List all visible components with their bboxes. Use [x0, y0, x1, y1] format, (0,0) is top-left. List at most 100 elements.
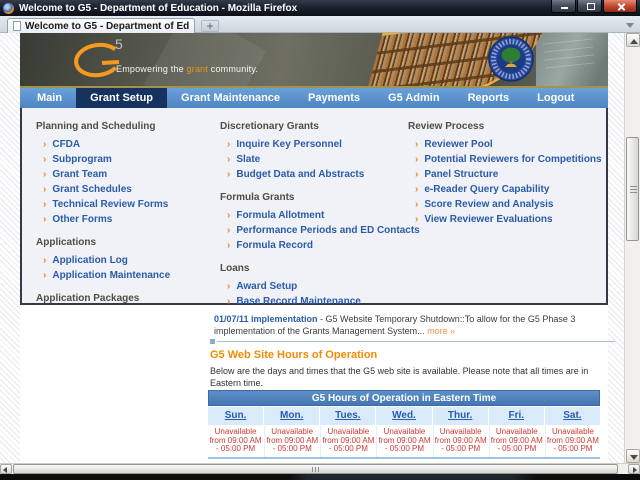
- chevron-bullet-icon: ›: [227, 139, 231, 150]
- day-link-sun[interactable]: Sun.: [208, 407, 264, 425]
- scroll-left-button[interactable]: [0, 464, 12, 474]
- menu-link-label: Score Review and Analysis: [424, 199, 554, 210]
- menu-heading: Review Process: [408, 121, 485, 132]
- chevron-bullet-icon: ›: [227, 169, 231, 180]
- hours-cell-sat: Unavailable from 09:00 AM - 05:00 PM: [544, 426, 600, 457]
- menu-link-label: View Reviewer Evaluations: [424, 214, 553, 225]
- menu-link-other-forms[interactable]: › Other Forms: [43, 213, 214, 226]
- menu-link-performance-periods[interactable]: › Performance Periods and ED Contacts: [227, 224, 420, 237]
- desktop-edge: [0, 474, 640, 480]
- tab-title: Welcome to G5 - Department of Edu...: [25, 20, 189, 32]
- menu-link-label: Panel Structure: [424, 169, 499, 180]
- menu-link-slate[interactable]: › Slate: [227, 153, 406, 166]
- close-button[interactable]: [603, 0, 637, 13]
- hours-table-day-row: Sun. Mon. Tues. Wed. Thur. Fri. Sat.: [208, 406, 600, 425]
- menu-link-subprogram[interactable]: › Subprogram: [43, 153, 214, 166]
- day-link-mon[interactable]: Mon.: [264, 407, 320, 425]
- menu-link-base-record-maintenance[interactable]: › Base Record Maintenance: [227, 295, 406, 308]
- chevron-bullet-icon: ›: [227, 296, 231, 307]
- menu-link-grant-schedules[interactable]: › Grant Schedules: [43, 183, 214, 196]
- day-link-fri[interactable]: Fri.: [488, 407, 544, 425]
- menu-link-ereader-query[interactable]: › e-Reader Query Capability: [415, 183, 600, 196]
- tagline-pre: Empowering the: [116, 64, 187, 74]
- menu-link-label: Application Maintenance: [52, 270, 171, 281]
- chevron-bullet-icon: ›: [43, 139, 47, 150]
- chevron-bullet-icon: ›: [43, 270, 47, 281]
- scroll-up-button[interactable]: [626, 33, 640, 47]
- menu-link-label: Other Forms: [52, 214, 113, 225]
- announcement-text: G5 Website Temporary Shutdown::To allow …: [214, 314, 576, 336]
- chevron-bullet-icon: ›: [415, 139, 419, 150]
- window-title: Welcome to G5 - Department of Education …: [19, 2, 298, 14]
- menu-link-formula-allotment[interactable]: › Formula Allotment: [227, 209, 406, 222]
- menu-link-label: Performance Periods and ED Contacts: [236, 225, 420, 236]
- announcement-date-link[interactable]: 01/07/11 implementation: [214, 314, 318, 324]
- tab-list-chevron-icon[interactable]: [626, 23, 634, 28]
- menu-link-formula-record[interactable]: › Formula Record: [227, 239, 406, 252]
- chevron-bullet-icon: ›: [227, 225, 231, 236]
- chevron-bullet-icon: ›: [415, 184, 419, 195]
- chevron-bullet-icon: ›: [43, 169, 47, 180]
- menu-link-label: e-Reader Query Capability: [424, 184, 550, 195]
- nav-item-grant-setup[interactable]: Grant Setup: [76, 88, 168, 108]
- nav-item-payments[interactable]: Payments: [308, 92, 361, 104]
- menu-link-panel-structure[interactable]: › Panel Structure: [415, 168, 600, 181]
- menu-link-reviewer-pool[interactable]: › Reviewer Pool: [415, 138, 600, 151]
- day-link-wed[interactable]: Wed.: [376, 407, 432, 425]
- tab-bar: Welcome to G5 - Department of Edu... +: [0, 16, 640, 33]
- hours-cell-wed: Unavailable from 09:00 AM - 05:00 PM: [376, 426, 432, 457]
- scroll-right-button[interactable]: [628, 464, 640, 474]
- menu-link-score-review[interactable]: › Score Review and Analysis: [415, 198, 600, 211]
- vertical-scrollbar[interactable]: [624, 33, 640, 463]
- divider-line: [217, 341, 615, 342]
- nav-item-g5-admin[interactable]: G5 Admin: [388, 92, 440, 104]
- vertical-scroll-thumb[interactable]: [626, 137, 639, 241]
- grant-setup-megamenu: Planning and Scheduling › CFDA › Subprogra…: [20, 108, 608, 337]
- arrow-down-icon: [630, 455, 638, 460]
- scroll-grip-icon: [630, 186, 637, 194]
- menu-link-view-reviewer-evaluations[interactable]: › View Reviewer Evaluations: [415, 213, 600, 226]
- new-tab-button[interactable]: +: [201, 20, 219, 32]
- nav-item-reports[interactable]: Reports: [467, 92, 510, 104]
- menu-link-application-log[interactable]: › Application Log: [43, 254, 214, 267]
- chalkboard-image: [536, 33, 608, 86]
- menu-link-award-setup[interactable]: › Award Setup: [227, 280, 406, 293]
- page-icon: [13, 21, 21, 31]
- banner-underline: [20, 86, 608, 88]
- menu-link-potential-reviewers[interactable]: › Potential Reviewers for Competitions: [415, 153, 602, 166]
- hours-cell-sun: Unavailable from 09:00 AM - 05:00 PM: [208, 426, 264, 457]
- nav-item-logout[interactable]: Logout: [537, 92, 575, 104]
- menu-link-label: Grant Team: [52, 169, 108, 180]
- day-link-sat[interactable]: Sat.: [544, 407, 600, 425]
- banner-photo-highlight: [143, 33, 267, 86]
- chevron-bullet-icon: ›: [43, 214, 47, 225]
- nav-item-main[interactable]: Main: [37, 92, 63, 104]
- menu-heading: Applications: [36, 237, 97, 248]
- chevron-bullet-icon: ›: [43, 154, 47, 165]
- horizontal-scroll-thumb[interactable]: [13, 464, 618, 474]
- day-link-thur[interactable]: Thur.: [432, 407, 488, 425]
- menu-link-inquire-key-personnel[interactable]: › Inquire Key Personnel: [227, 138, 406, 151]
- minimize-button[interactable]: [551, 0, 576, 13]
- menu-link-budget-data-and-abstracts[interactable]: › Budget Data and Abstracts: [227, 168, 406, 181]
- day-link-tues[interactable]: Tues.: [320, 407, 376, 425]
- browser-tab[interactable]: Welcome to G5 - Department of Edu...: [7, 18, 195, 33]
- menu-link-label: Grant Schedules: [52, 184, 132, 195]
- menu-link-technical-review-forms[interactable]: › Technical Review Forms: [43, 198, 214, 211]
- g5-logo: [74, 42, 122, 78]
- announcement-more-link[interactable]: more »: [427, 326, 456, 336]
- scroll-down-button[interactable]: [626, 449, 640, 463]
- menu-heading: Formula Grants: [220, 192, 295, 203]
- hours-intro: Below are the days and times that the G5…: [210, 366, 589, 388]
- window-controls: [551, 0, 637, 13]
- menu-link-application-maintenance[interactable]: › Application Maintenance: [43, 269, 214, 282]
- maximize-icon: [587, 3, 595, 10]
- nav-item-grant-maintenance[interactable]: Grant Maintenance: [181, 92, 281, 104]
- arrow-right-icon: [633, 467, 637, 473]
- maximize-button[interactable]: [577, 0, 602, 13]
- menu-link-grant-team[interactable]: › Grant Team: [43, 168, 214, 181]
- menu-link-cfda[interactable]: › CFDA: [43, 138, 214, 151]
- horizontal-scrollbar[interactable]: [0, 463, 640, 474]
- department-of-education-seal: [488, 36, 534, 82]
- arrow-up-icon: [630, 39, 638, 44]
